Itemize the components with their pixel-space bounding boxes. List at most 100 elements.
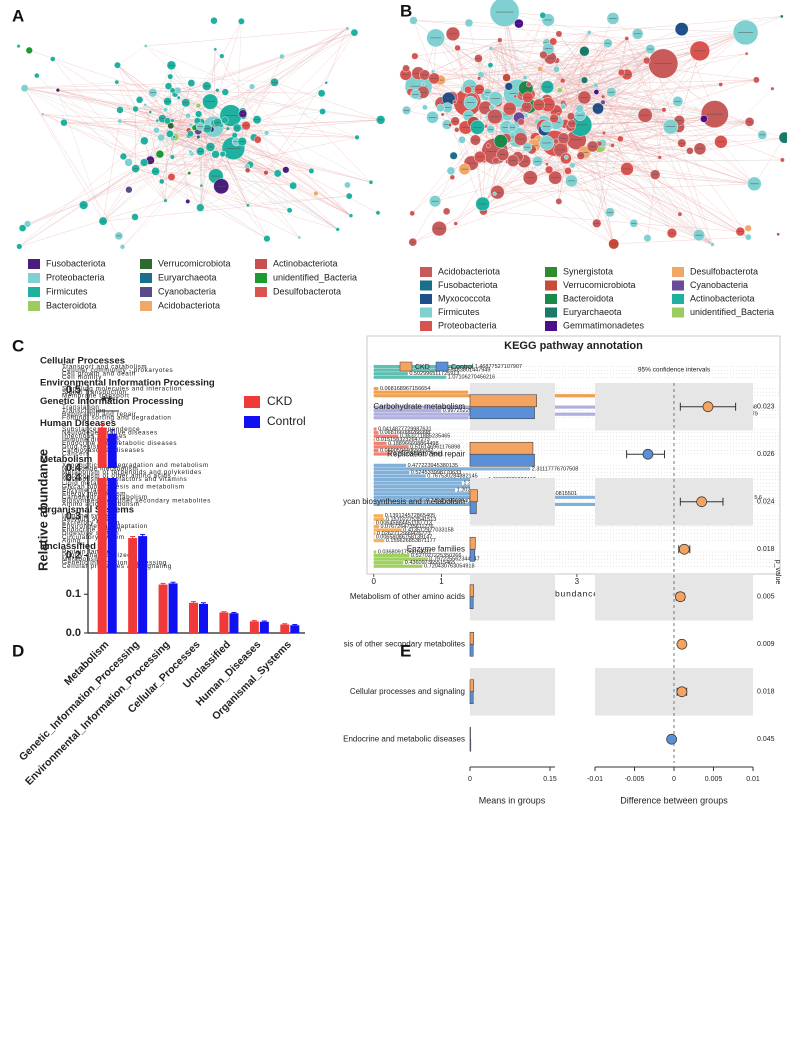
node <box>221 116 229 124</box>
edge <box>173 137 217 177</box>
node <box>264 130 270 136</box>
node <box>213 47 218 52</box>
x-tick-label: 0 <box>372 577 377 586</box>
node <box>537 66 543 72</box>
x-tick-label: 0.15 <box>543 776 557 783</box>
edge <box>424 39 500 76</box>
legend-label: Gemmatimonadetes <box>563 320 645 330</box>
value-label: 0.068166099266998 <box>380 430 430 436</box>
node <box>564 167 572 175</box>
bar <box>373 531 376 536</box>
category-label: ycan biosynthesis and metabolism <box>343 497 465 506</box>
legend-label: Firmicutes <box>438 307 480 317</box>
edge <box>452 33 466 89</box>
edge <box>645 32 746 116</box>
category-label: Transport and catabolism <box>62 363 147 370</box>
bar <box>373 553 410 558</box>
bar <box>469 691 474 705</box>
edge <box>177 90 199 106</box>
bar <box>219 612 229 633</box>
value-label: 0.0151583232647273 <box>376 437 430 443</box>
legend-swatch <box>255 273 267 283</box>
bar <box>168 583 178 633</box>
legend-label: Verrucomicrobiota <box>158 258 231 268</box>
edge <box>499 39 572 182</box>
edge <box>490 48 565 106</box>
edge <box>161 82 327 182</box>
bar <box>373 431 379 435</box>
category-label: Enzyme families <box>407 544 465 553</box>
edge <box>188 129 372 183</box>
category-label: sis of other secondary metabolites <box>344 639 465 648</box>
node <box>489 0 520 27</box>
legend-label: Control <box>267 414 306 428</box>
node <box>624 36 630 41</box>
value-label: 0.477223945380135 <box>408 463 458 469</box>
edge <box>24 87 173 121</box>
value-label: 1.46877527107907 <box>475 364 522 370</box>
edge <box>607 43 763 136</box>
value-label: 0.748400886884064 <box>426 498 476 504</box>
edge <box>172 120 352 216</box>
legend-label: Acidobacteriota <box>438 266 500 276</box>
category-label: Cellular processes and signaling <box>350 687 465 696</box>
edge <box>418 85 560 91</box>
node <box>492 156 500 165</box>
x-tick-label: -0.005 <box>625 776 645 783</box>
edge <box>162 28 348 119</box>
node <box>159 178 165 185</box>
node <box>488 46 494 51</box>
value-label: 0.0690594406595582 <box>380 448 434 454</box>
node <box>41 112 45 116</box>
edge <box>57 89 198 122</box>
legend-label: Desulfobacterota <box>273 286 341 296</box>
value-label: 0.767530284882145 <box>427 473 477 479</box>
bar <box>469 679 475 693</box>
node <box>504 82 513 91</box>
category-label: Xenobiotics biodegradation and metabolis… <box>62 462 209 469</box>
edge <box>483 121 750 212</box>
bar <box>97 478 107 633</box>
node <box>195 103 201 109</box>
edge <box>504 12 535 146</box>
node <box>245 167 251 173</box>
edge <box>554 60 647 119</box>
edge <box>412 109 665 243</box>
group-label: Environmental Information Processing <box>40 377 215 388</box>
edge <box>236 82 275 142</box>
value-label: 0.997252294849991 <box>443 408 493 414</box>
node <box>187 130 194 138</box>
edge <box>223 153 249 206</box>
edge <box>194 119 381 128</box>
edge <box>579 108 713 245</box>
node <box>686 147 694 155</box>
y-tick-label: 0.3 <box>66 511 81 523</box>
p-value: 0.005 <box>757 594 775 601</box>
node <box>125 186 133 194</box>
value-label: 0.413512927033158 <box>403 527 453 533</box>
value-label: 0.363271885235465 <box>400 434 450 440</box>
node <box>219 53 225 59</box>
bar <box>469 548 476 562</box>
node <box>163 198 168 203</box>
legend-swatch <box>28 259 40 269</box>
bar <box>138 536 148 633</box>
edge <box>596 43 609 93</box>
legend-swatch <box>435 361 449 372</box>
edge <box>592 146 614 244</box>
node <box>50 56 56 62</box>
edge <box>558 33 596 86</box>
category-label: Cell growth and death <box>62 370 136 377</box>
legend-swatch <box>28 273 40 283</box>
node <box>553 65 560 73</box>
edge <box>198 130 316 194</box>
node <box>221 88 229 96</box>
node <box>143 44 148 48</box>
bar <box>373 474 426 478</box>
bar <box>373 448 379 453</box>
edge <box>457 47 785 138</box>
edge <box>497 136 713 245</box>
node <box>436 103 445 112</box>
edge <box>150 32 355 161</box>
diff-point <box>696 496 708 508</box>
